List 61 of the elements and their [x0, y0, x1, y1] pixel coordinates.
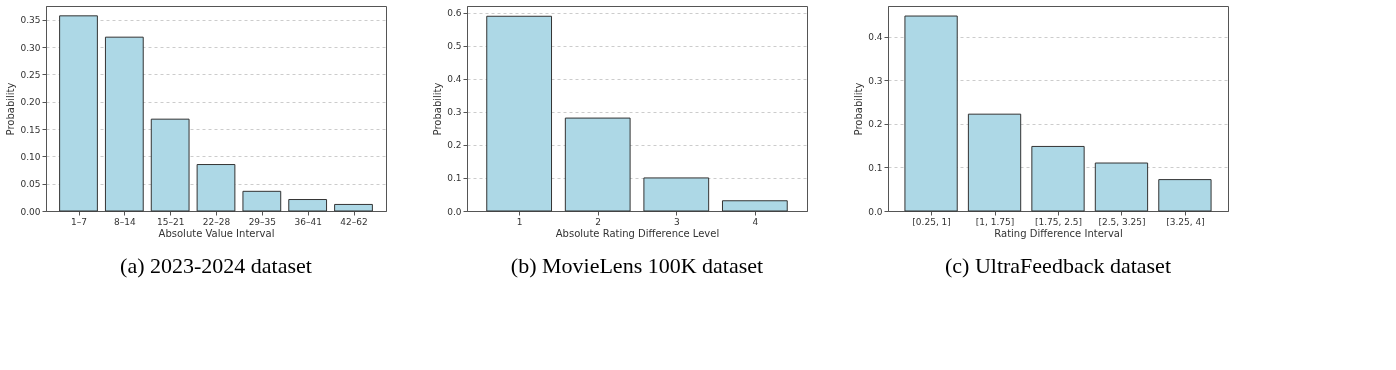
y-tick-label: 0.4	[868, 32, 883, 43]
bar	[564, 117, 631, 212]
x-tick-label: 1–7	[71, 216, 87, 227]
x-tick-label: 2	[595, 216, 602, 227]
x-axis-title: Absolute Value Interval	[158, 227, 275, 239]
x-tick-label: 29–35	[248, 216, 277, 227]
bar	[59, 15, 98, 212]
bar	[334, 203, 373, 212]
bar	[904, 15, 958, 212]
y-tick-label: 0.00	[20, 206, 41, 217]
x-tick-label: 42–62	[340, 216, 368, 227]
bar	[288, 199, 328, 212]
y-tick-label: 0.20	[20, 97, 41, 108]
y-tick-label: 0.3	[868, 75, 883, 86]
text: (a) 2023-2024 dataset	[120, 253, 312, 278]
x-tick-label: 3	[673, 216, 680, 227]
x-tick-label: [1.75, 2.5]	[1034, 216, 1083, 227]
y-tick-label: 0.1	[447, 173, 462, 184]
y-tick-label: 0.3	[447, 107, 462, 118]
x-tick-label: 15–21	[156, 216, 185, 227]
bar	[721, 200, 788, 212]
y-tick-label: 0.6	[447, 8, 462, 19]
x-tick-label: 4	[752, 216, 759, 227]
bar	[196, 164, 236, 212]
y-tick-label: 0.0	[868, 206, 883, 217]
bar	[643, 177, 710, 212]
x-tick-label: [1, 1.75]	[975, 216, 1015, 227]
y-tick-label: 0.35	[20, 15, 41, 26]
bar	[486, 15, 553, 212]
y-axis-title: Probability	[853, 82, 865, 136]
bar	[1094, 162, 1149, 212]
y-axis-title: Probability	[432, 82, 444, 136]
y-tick-label: 0.1	[868, 162, 883, 173]
y-tick-label: 0.5	[447, 41, 462, 52]
x-tick-label: 36–41	[294, 216, 322, 227]
bar	[104, 36, 144, 212]
y-tick-label: 0.0	[447, 206, 462, 217]
x-axis-title: Rating Difference Interval	[994, 227, 1123, 239]
bar	[967, 113, 1022, 212]
y-tick-label: 0.10	[20, 151, 41, 162]
y-tick-label: 0.4	[447, 74, 462, 85]
x-tick-label: [0.25, 1]	[912, 216, 951, 227]
text: (c) UltraFeedback dataset	[945, 253, 1171, 278]
y-tick-label: 0.05	[20, 179, 41, 190]
x-tick-label: [2.5, 3.25]	[1098, 216, 1146, 227]
x-axis-title: Absolute Rating Difference Level	[555, 227, 720, 239]
text: (b) MovieLens 100K dataset	[510, 253, 764, 278]
y-axis-title: Probability	[5, 82, 17, 136]
x-tick-label: 1	[516, 216, 523, 227]
x-tick-label: 8–14	[113, 216, 136, 227]
y-tick-label: 0.25	[20, 69, 41, 80]
bar	[1031, 145, 1085, 212]
bar	[242, 190, 282, 212]
bar	[1158, 179, 1212, 212]
x-tick-label: [3.25, 4]	[1166, 216, 1205, 227]
y-tick-label: 0.15	[20, 124, 41, 135]
y-tick-label: 0.2	[868, 119, 883, 130]
y-tick-label: 0.30	[20, 42, 41, 53]
bar	[150, 118, 190, 212]
y-tick-label: 0.2	[447, 140, 462, 151]
x-tick-label: 22–28	[202, 216, 231, 227]
